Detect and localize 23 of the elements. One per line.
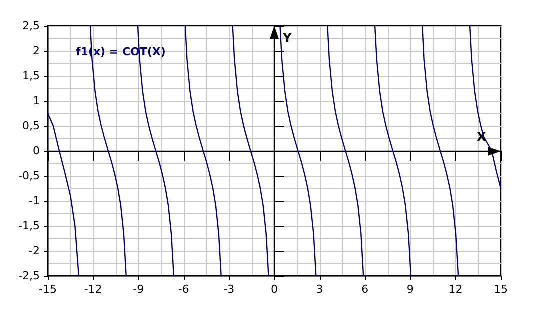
y-tick-label: 2,5 [22,20,40,32]
x-tick-label: 3 [316,283,324,296]
x-tick-label: -6 [178,283,190,296]
x-tick-label: -12 [84,283,102,296]
y-tick-label: 2 [33,44,40,58]
y-tick-label: 0,5 [22,120,40,132]
y-axis-title: Y [282,31,292,45]
x-tick-label: -3 [224,283,235,296]
x-tick-label: -9 [133,283,144,296]
y-tick-label: -2 [29,244,40,258]
y-tick-label: -1,5 [18,220,40,232]
x-tick-label: 15 [494,283,508,296]
y-tick-label: -0,5 [18,170,40,182]
x-tick-label: 0 [271,283,278,296]
y-tick-label: 1 [33,94,40,108]
y-tick-label: -1 [29,194,40,208]
y-tick-label: -2,5 [18,270,40,282]
x-tick-label: 6 [362,283,369,296]
x-tick-label: 9 [406,283,414,296]
x-tick-label: -15 [39,283,57,296]
y-tick-label: 1,5 [22,70,40,82]
y-tick-label: 0 [33,144,40,158]
x-tick-label: 12 [448,283,463,296]
